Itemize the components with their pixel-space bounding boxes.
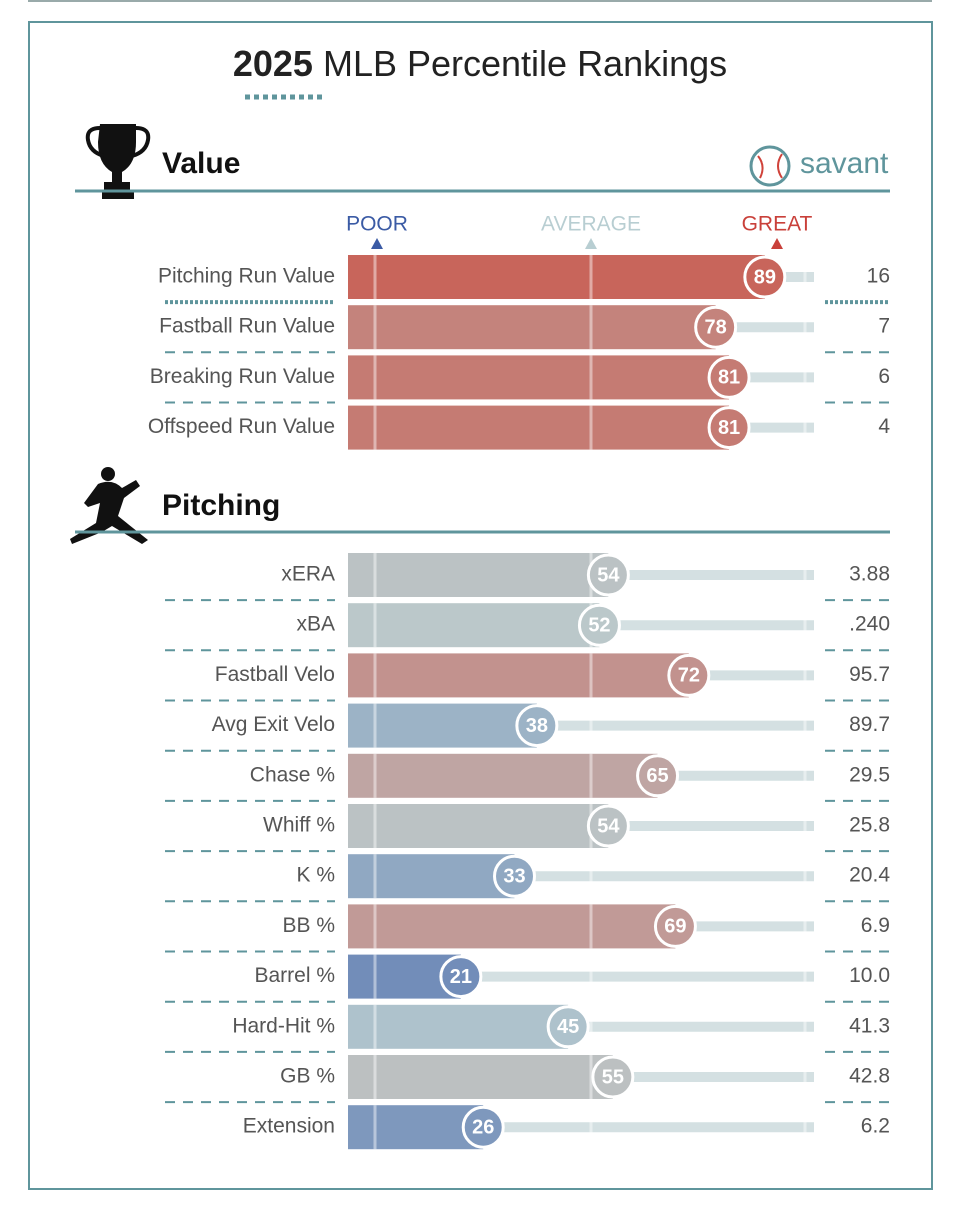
section-title: Value (162, 147, 240, 180)
percentile-bar (348, 355, 730, 400)
percentile-circle (493, 854, 537, 898)
percentile-bar (348, 653, 689, 698)
percentile-circle (636, 754, 680, 798)
section-title: Pitching (162, 489, 280, 522)
metric-label: Avg Exit Velo (212, 713, 335, 736)
metric-value: 6.2 (861, 1115, 890, 1138)
brand: savant (800, 147, 889, 180)
pitcher-icon (70, 467, 148, 544)
percentile-bar (348, 804, 609, 848)
percentile-circle (653, 904, 697, 948)
metric-label: xBA (296, 613, 335, 636)
metric-label: Hard-Hit % (232, 1014, 335, 1037)
title-text: MLB Percentile Rankings (323, 43, 727, 84)
metric-value: 6 (878, 365, 890, 388)
metric-label: BB % (282, 914, 335, 937)
card-border (28, 21, 933, 1190)
scale-label: POOR (346, 213, 408, 236)
metric-value: 25.8 (849, 814, 890, 837)
metric-label: Offspeed Run Value (148, 415, 335, 438)
metric-label: Whiff % (263, 814, 335, 837)
percentile-bar (348, 603, 600, 648)
percentile-circle (743, 255, 787, 299)
metric-value: 7 (878, 315, 890, 338)
percentile-bar (348, 753, 658, 798)
percentile-bar (348, 305, 716, 350)
percentile-label: 65 (646, 765, 668, 787)
metric-value: .240 (849, 613, 890, 636)
percentile-bar (348, 255, 765, 299)
metric-label: Pitching Run Value (158, 265, 335, 288)
metric-value: 3.88 (849, 563, 890, 586)
percentile-label: 26 (472, 1116, 494, 1138)
title: 2025 MLB Percentile Rankings (233, 43, 727, 84)
metric-value: 29.5 (849, 763, 890, 786)
metric-label: xERA (281, 563, 335, 586)
percentile-circle (586, 804, 630, 848)
percentile-circle (439, 955, 483, 999)
percentile-circle (707, 406, 751, 450)
percentile-bar (348, 854, 515, 899)
scale-arrow (771, 238, 783, 249)
metric-label: GB % (280, 1065, 335, 1088)
percentile-circle (461, 1105, 505, 1149)
percentile-circle (591, 1055, 635, 1099)
percentile-bar (348, 405, 730, 450)
percentile-label: 55 (602, 1066, 624, 1088)
metric-value: 10.0 (849, 964, 890, 987)
metric-value: 4 (878, 415, 890, 438)
scale-label: GREAT (742, 213, 813, 236)
metric-value: 42.8 (849, 1065, 890, 1088)
trophy-icon (85, 124, 151, 199)
percentile-label: 78 (705, 316, 727, 338)
percentile-label: 89 (754, 266, 776, 288)
metric-value: 6.9 (861, 914, 890, 937)
scale-label: AVERAGE (541, 213, 641, 236)
percentile-label: 72 (678, 665, 700, 687)
percentile-bar (348, 1055, 613, 1099)
scale-arrow (371, 238, 383, 249)
percentile-circle (546, 1005, 590, 1049)
metric-label: Fastball Velo (215, 663, 335, 686)
scale-arrow (585, 238, 597, 249)
percentile-label: 33 (503, 865, 525, 887)
percentile-label: 69 (664, 916, 686, 938)
percentile-bar (348, 703, 537, 748)
metric-label: Chase % (250, 763, 335, 786)
percentile-bar (348, 1105, 484, 1150)
percentile-bar (348, 553, 609, 597)
percentile-circle (694, 305, 738, 349)
percentile-bar (348, 1004, 569, 1049)
percentile-label: 38 (526, 715, 548, 737)
percentile-label: 81 (718, 417, 740, 439)
percentile-label: 45 (557, 1016, 579, 1038)
metric-value: 89.7 (849, 713, 890, 736)
metric-label: Barrel % (254, 964, 335, 987)
metric-value: 95.7 (849, 663, 890, 686)
title-year: 2025 (233, 43, 313, 84)
percentile-circle (707, 355, 751, 399)
metric-label: Fastball Run Value (159, 315, 335, 338)
metric-label: K % (296, 864, 335, 887)
savant-logo: savant (749, 145, 889, 187)
metric-value: 41.3 (849, 1014, 890, 1037)
percentile-label: 21 (450, 966, 472, 988)
metric-value: 16 (867, 265, 890, 288)
percentile-circle (577, 603, 621, 647)
percentile-circle (667, 653, 711, 697)
percentile-label: 54 (597, 815, 620, 837)
metric-label: Extension (243, 1115, 335, 1138)
percentile-circle (586, 553, 630, 597)
percentile-label: 52 (588, 614, 610, 636)
percentile-label: 54 (597, 564, 620, 586)
percentile-label: 81 (718, 367, 740, 389)
metric-value: 20.4 (849, 864, 890, 887)
percentile-bar (348, 904, 676, 949)
percentile-circle (515, 704, 559, 748)
metric-label: Breaking Run Value (150, 365, 335, 388)
